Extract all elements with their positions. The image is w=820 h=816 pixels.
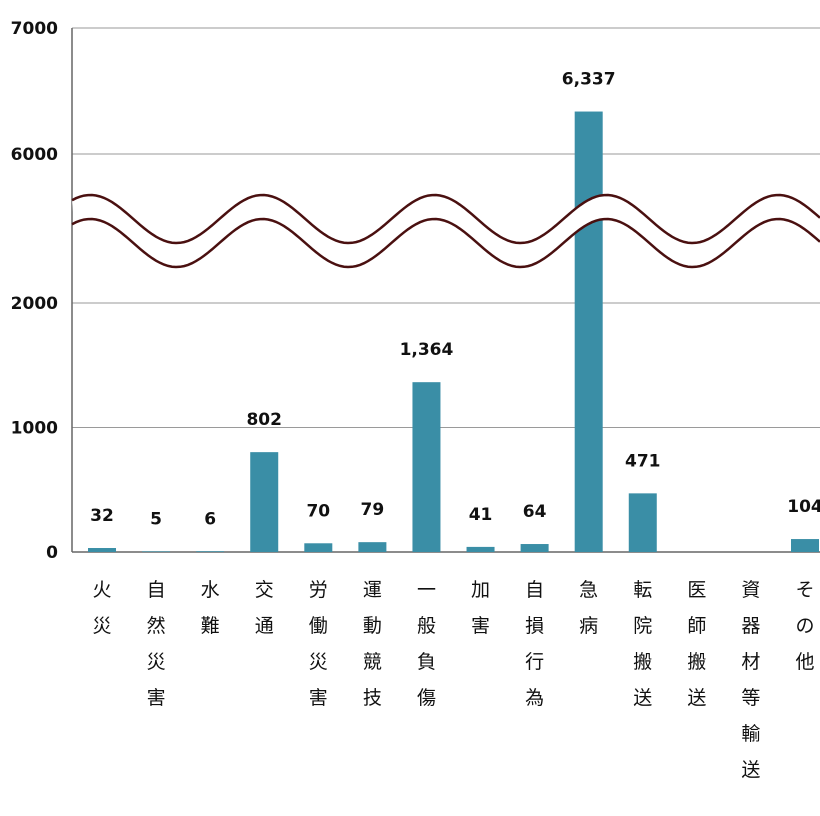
bar-4 [304,543,333,552]
bar-0 [88,548,116,552]
bar-8 [520,544,549,552]
x-tick-label: 自損行為 [525,579,544,709]
bar-13 [791,539,819,552]
x-tick-label: 資器材等輸送 [741,579,760,781]
y-tick-labels: 0 1000 2000 6000 7000 [11,19,58,563]
y-tick-label: 7000 [11,19,58,39]
x-tick-label: 急病 [579,579,598,637]
bar-9 [574,111,603,553]
x-tick-label: 労働災害 [309,579,328,709]
data-label: 104 [787,497,820,517]
bar-2 [196,551,225,552]
data-label: 32 [90,506,114,526]
x-tick-label: 転院搬送 [633,579,652,709]
bar-1 [142,551,171,552]
bar-3 [250,452,279,552]
y-tick-label: 6000 [11,145,58,165]
gridlines [72,27,820,428]
x-tick-label: 交通 [255,579,274,637]
break-line-upper [71,193,820,245]
data-label: 471 [625,451,661,471]
x-tick-label: 自然災害 [147,579,166,709]
data-label: 5 [150,509,162,529]
data-label: 70 [306,501,330,521]
x-tick-label: 火災 [92,579,111,637]
x-tick-label: その他 [795,579,814,673]
bar-5 [358,542,387,552]
data-label: 802 [246,410,282,430]
bar-10 [628,493,657,552]
x-tick-label: 加害 [471,579,490,637]
y-tick-label: 0 [46,543,58,563]
data-label: 64 [523,502,547,522]
bar-7 [466,546,495,552]
x-tick-label: 水難 [201,579,220,637]
data-label: 41 [469,505,493,525]
break-band [72,195,820,267]
data-label: 1,364 [400,340,454,360]
data-label: 6 [204,509,216,529]
bars [88,111,819,553]
y-tick-label: 1000 [11,419,58,439]
data-label: 6,337 [562,70,616,90]
x-tick-label: 医師搬送 [687,579,706,709]
y-tick-label: 2000 [11,294,58,314]
data-label: 79 [361,500,385,520]
break-line-lower [71,217,820,269]
x-tick-label: 運動競技 [363,579,382,709]
x-tick-label: 一般負傷 [417,579,436,709]
data-labels: 32 5 6 802 70 79 1,364 41 64 6,337 471 104 [90,70,820,530]
axis-break [71,193,820,269]
bar-6 [412,382,441,552]
